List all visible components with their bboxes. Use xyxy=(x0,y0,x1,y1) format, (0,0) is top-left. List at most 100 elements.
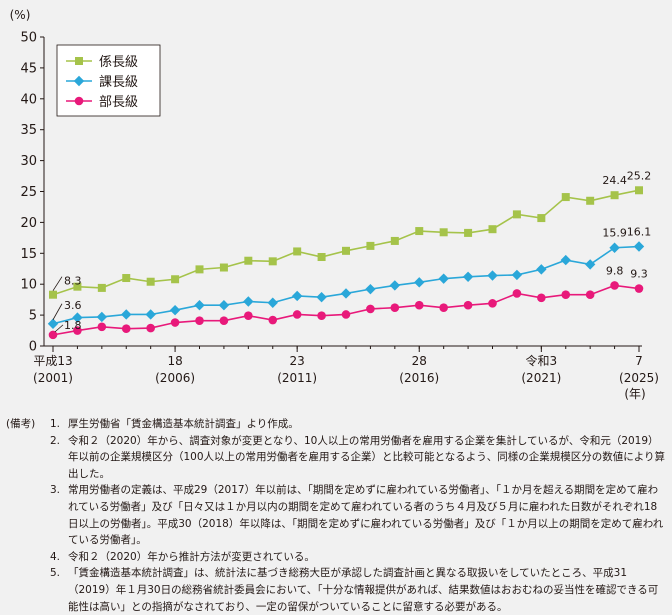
note-item: (備考) 1. 厚生労働省「賃金構造基本統計調査」より作成。 xyxy=(6,416,666,433)
data-point-1 xyxy=(316,291,327,303)
data-point-2 xyxy=(48,330,58,340)
data-label: 1.8 xyxy=(64,319,82,332)
x-tick-label: (2025) xyxy=(619,371,659,385)
data-label-leader xyxy=(52,276,63,291)
series-line-0 xyxy=(52,189,640,296)
data-point-0 xyxy=(146,277,155,286)
y-tick-label: 5 xyxy=(29,309,37,324)
y-tick-label: 10 xyxy=(20,278,37,293)
data-point-0 xyxy=(635,186,643,195)
data-point-2 xyxy=(146,323,155,333)
note-item: 4. 令和２（2020）年から推計方法が変更されている。 xyxy=(6,549,666,566)
data-point-1 xyxy=(72,312,83,323)
data-point-2 xyxy=(121,324,131,333)
notes-header: (備考) xyxy=(6,418,36,430)
note-item: 5. 「賃金構造基本統計調査」は、統計法に基づき総務大臣が承認した調査計画と異な… xyxy=(6,565,666,615)
note-text: 令和２（2020）年から推計方法が変更されている。 xyxy=(68,550,315,563)
y-tick-label: 50 xyxy=(20,31,37,46)
data-label: 16.1 xyxy=(627,226,652,239)
y-tick-label: 0 xyxy=(29,340,37,355)
data-point-0 xyxy=(512,210,521,219)
data-point-0 xyxy=(390,236,399,245)
data-label: 3.6 xyxy=(64,299,82,312)
data-point-2 xyxy=(610,281,619,290)
note-item: 2. 令和２（2020）年から、調査対象が変更となり、10人以上の常用労働者を雇… xyxy=(6,433,666,483)
data-point-0 xyxy=(244,256,253,265)
data-point-0 xyxy=(415,227,424,236)
data-point-2 xyxy=(512,289,522,298)
x-tick-label: 28 xyxy=(412,354,427,368)
data-point-2 xyxy=(317,311,326,321)
data-point-0 xyxy=(268,257,277,266)
legend-label: 部長級 xyxy=(99,95,138,110)
note-number: 4. xyxy=(50,550,61,563)
data-point-1 xyxy=(438,273,449,284)
data-point-0 xyxy=(488,225,497,234)
x-tick-label: (2021) xyxy=(521,371,561,385)
data-point-1 xyxy=(243,296,254,307)
note-number: 3. xyxy=(50,484,61,497)
data-label: 8.3 xyxy=(64,275,82,288)
data-point-1 xyxy=(365,283,376,295)
data-point-2 xyxy=(585,290,595,300)
x-unit-label: (年) xyxy=(624,387,645,401)
data-point-2 xyxy=(414,300,424,310)
data-point-2 xyxy=(268,315,278,325)
data-point-1 xyxy=(145,309,156,320)
data-point-1 xyxy=(389,280,401,291)
data-point-0 xyxy=(317,253,326,262)
data-point-2 xyxy=(439,303,448,312)
data-label-leader xyxy=(52,303,63,320)
data-point-0 xyxy=(219,263,228,272)
data-point-0 xyxy=(561,193,570,202)
y-tick-label: 20 xyxy=(20,216,37,231)
x-tick-label: 令和3 xyxy=(526,353,558,368)
note-text: 「賃金構造基本統計調査」は、統計法に基づき総務大臣が承認した調査計画と異なる取扱… xyxy=(68,567,659,613)
legend-marker xyxy=(75,57,83,65)
legend-marker xyxy=(73,75,85,87)
data-point-0 xyxy=(586,196,595,205)
data-label: 25.2 xyxy=(627,169,652,182)
legend-marker xyxy=(74,96,84,106)
data-point-0 xyxy=(293,247,302,256)
data-point-1 xyxy=(511,269,523,281)
y-tick-label: 15 xyxy=(20,247,37,262)
data-point-1 xyxy=(340,288,352,299)
y-tick-label: 25 xyxy=(20,185,37,200)
y-unit-label: (%) xyxy=(10,8,31,22)
data-point-2 xyxy=(292,310,302,319)
note-text: 令和２（2020）年から、調査対象が変更となり、10人以上の常用労働者を雇用する… xyxy=(68,434,666,480)
data-point-2 xyxy=(634,284,644,293)
data-point-1 xyxy=(291,290,303,302)
data-label-leader xyxy=(54,324,64,333)
data-point-0 xyxy=(439,228,448,237)
data-point-1 xyxy=(609,242,620,253)
x-tick-label: 7 xyxy=(635,354,643,368)
data-point-1 xyxy=(194,300,205,311)
x-tick-label: 平成13 xyxy=(33,354,72,368)
data-point-1 xyxy=(487,270,498,281)
data-point-2 xyxy=(170,318,180,327)
data-point-2 xyxy=(219,316,229,325)
data-label: 15.9 xyxy=(602,227,627,240)
data-point-0 xyxy=(171,275,180,284)
data-point-2 xyxy=(244,311,253,321)
note-text: 常用労働者の定義は、平成29（2017）年以前は、「期間を定めずに雇われている労… xyxy=(68,484,664,547)
data-point-1 xyxy=(47,318,59,329)
y-tick-label: 30 xyxy=(20,154,37,169)
legend-label: 係長級 xyxy=(99,55,138,70)
x-tick-label: 18 xyxy=(167,354,182,368)
data-point-2 xyxy=(195,316,204,325)
data-point-1 xyxy=(462,271,474,282)
data-point-2 xyxy=(390,303,400,312)
y-tick-label: 35 xyxy=(20,123,37,138)
data-point-1 xyxy=(536,264,547,275)
note-number: 1. xyxy=(50,418,61,430)
data-point-1 xyxy=(560,254,571,266)
data-point-0 xyxy=(73,282,82,291)
data-label: 24.4 xyxy=(602,174,627,187)
note-number: 5. xyxy=(50,567,61,580)
data-label: 9.8 xyxy=(606,264,624,277)
data-point-1 xyxy=(96,311,108,323)
data-point-0 xyxy=(610,191,619,200)
